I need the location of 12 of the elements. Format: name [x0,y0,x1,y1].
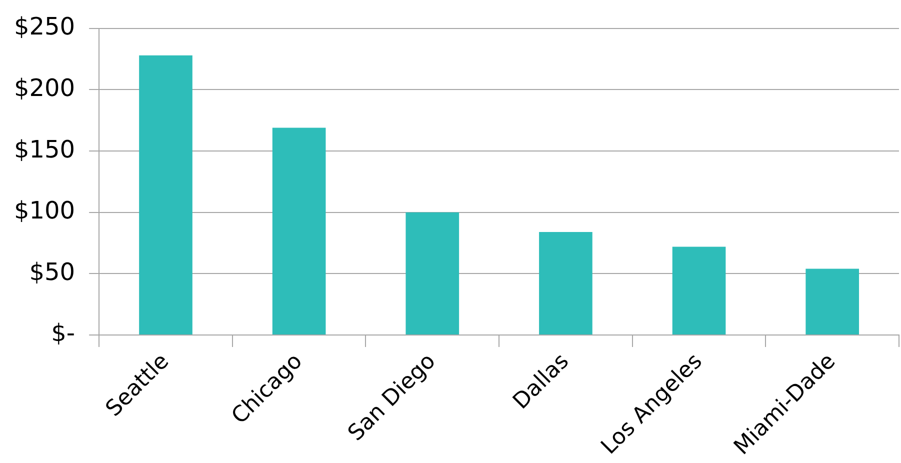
bar [672,246,726,335]
bar [406,212,460,335]
y-tick-label: $200 [14,74,76,102]
y-tick-label: $- [51,319,76,348]
y-tick-label: $100 [14,196,76,225]
y-tick-label: $250 [14,12,76,41]
bar [806,268,860,335]
bar [139,55,192,335]
y-tick-label: $50 [29,258,76,286]
bar [539,232,592,335]
bar [272,128,326,335]
y-tick-label: $150 [14,135,76,164]
